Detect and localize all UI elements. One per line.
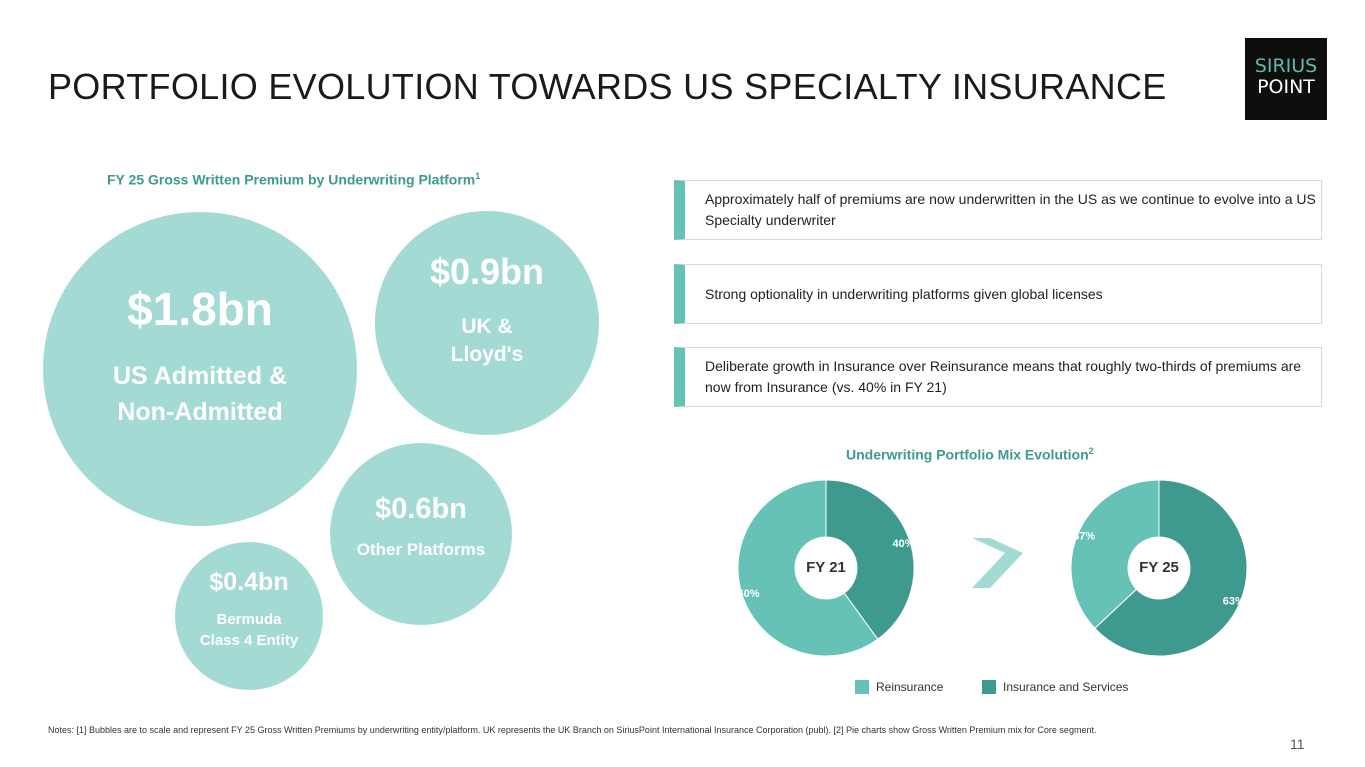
pie-slice-reinsurance	[1070, 479, 1160, 629]
bubbles-heading: FY 25 Gross Written Premium by Underwrit…	[107, 171, 481, 188]
bubble-us: $1.8bn US Admitted & Non-Admitted	[43, 212, 357, 526]
bubble-other: $0.6bn Other Platforms	[330, 443, 512, 625]
pie-data-label: 63%	[1223, 595, 1245, 607]
pie-data-label: 37%	[1073, 531, 1095, 543]
pie-data-label: 60%	[737, 588, 759, 600]
legend-reinsurance: Reinsurance	[855, 680, 943, 694]
pie-slice-insurance-and-services	[1094, 479, 1248, 657]
siriuspoint-logo: SIRIUS POINT	[1245, 38, 1327, 120]
pie-label-fy21: FY 21	[806, 559, 846, 576]
arrow-chevron-icon	[972, 538, 1023, 588]
footnotes: Notes: [1] Bubbles are to scale and repr…	[48, 725, 1097, 735]
bubble-bermuda: $0.4bn Bermuda Class 4 Entity	[175, 542, 323, 690]
legend-insurance: Insurance and Services	[982, 680, 1128, 694]
callout-2: Strong optionality in underwriting platf…	[674, 264, 1322, 324]
page-number: 11	[1290, 736, 1305, 752]
page-title: PORTFOLIO EVOLUTION TOWARDS US SPECIALTY…	[48, 66, 1167, 107]
bubble-uk: $0.9bn UK & Lloyd's	[375, 211, 599, 435]
pie-label-fy25: FY 25	[1139, 559, 1179, 576]
pie-slice-insurance-and-services	[825, 479, 915, 640]
pie-slice-reinsurance	[737, 479, 879, 657]
callout-3: Deliberate growth in Insurance over Rein…	[674, 347, 1322, 407]
pie-data-label: 40%	[892, 538, 914, 550]
callout-1: Approximately half of premiums are now u…	[674, 180, 1322, 240]
chart-title: Underwriting Portfolio Mix Evolution2	[846, 446, 1094, 463]
